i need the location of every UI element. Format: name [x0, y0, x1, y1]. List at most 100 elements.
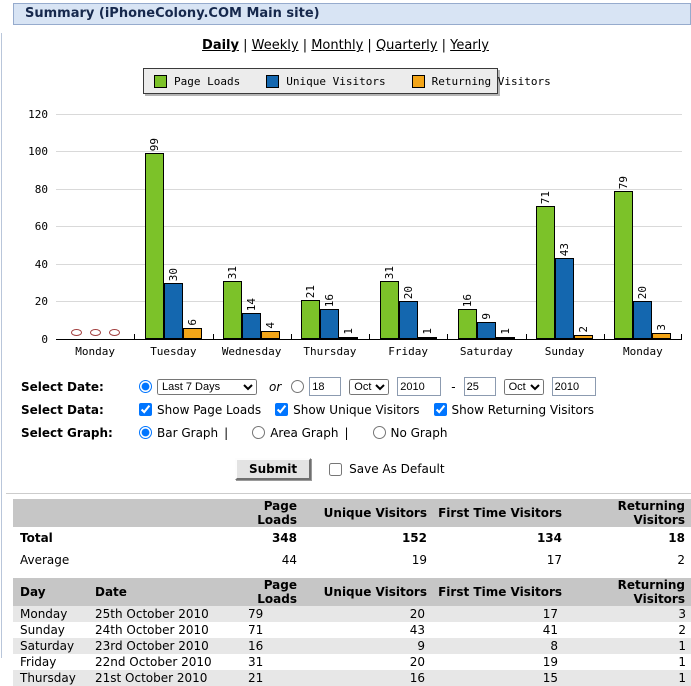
chart-x-axis: Monday Tuesday Wednesday Thursday Friday Satu… [56, 345, 682, 358]
column-header: Page Loads [248, 499, 303, 527]
save-as-default-checkbox[interactable] [329, 462, 343, 476]
area-graph-radio[interactable] [252, 426, 266, 439]
to-month-select[interactable]: Oct [503, 378, 544, 395]
cell-value: 21 [248, 670, 303, 686]
cell-date: 21st October 2010 [88, 670, 248, 686]
chart-plot: 99 30 6 31 14 4 21 16 1 31 20 1 16 9 1 71 43 2 79 20 3 [56, 114, 682, 340]
x-axis-category-label: Sunday [544, 345, 585, 358]
custom-range-radio[interactable] [291, 380, 305, 393]
data-option: Show Page Loads [139, 403, 261, 417]
cell-value: 1 [568, 670, 691, 686]
cell-value: 9 [303, 638, 433, 654]
x-axis-category-label: Tuesday [150, 345, 197, 358]
bar-unit: 43 [555, 242, 575, 339]
legend-label: Unique Visitors [286, 74, 386, 88]
table-row: Friday 22nd October 2010 31 20 19 1 [13, 654, 691, 670]
cell-value: 15 [433, 670, 568, 686]
bar-unique-visitors [476, 322, 496, 339]
bar-value-label: 9 [479, 313, 493, 320]
bar-unit [86, 329, 105, 339]
zero-value-marker [70, 329, 82, 336]
legend-item: Unique Visitors [266, 74, 386, 88]
bar-value-label: 4 [264, 322, 278, 329]
cell-date: 22nd October 2010 [95, 655, 212, 669]
bar-value-label: 6 [185, 319, 199, 326]
graph-options: Bar Graph | Area Graph | No Graph [139, 426, 461, 440]
table-row: Sunday 24th October 2010 71 43 41 2 [13, 622, 691, 638]
bar-value-label: 71 [539, 190, 553, 204]
from-day-input[interactable] [309, 377, 342, 396]
column-header: First Time Visitors [433, 499, 568, 527]
option-separator: | [344, 425, 349, 440]
preset-range-select[interactable]: Last 7 Days [157, 378, 257, 395]
row-label: Total [20, 531, 53, 545]
show-show-page-loads-checkbox[interactable] [139, 403, 152, 416]
cell-date: 24th October 2010 [95, 623, 209, 637]
bar-unit: 4 [261, 322, 281, 339]
table-row: Thursday 21st October 2010 21 16 15 1 [13, 670, 691, 686]
x-axis-category-label: Monday [623, 345, 663, 358]
show-show-returning-visitors-checkbox[interactable] [433, 403, 447, 416]
bar-value-label: 14 [245, 297, 259, 311]
submit-row: Submit Save As Default [235, 457, 691, 481]
bar-value-label: 99 [147, 137, 161, 151]
cell-value: 41 [542, 623, 558, 637]
bar-unit: 31 [223, 266, 243, 339]
nav-tab-yearly[interactable]: Yearly [450, 38, 489, 53]
checkbox-label: Show Page Loads [157, 402, 262, 417]
chart-group: 71 43 2 [525, 114, 604, 339]
bar-chart: 0 20 40 60 80 100 120 99 30 6 31 14 4 21 16 1 31 20 1 16 9 1… [0, 108, 691, 358]
radio-label: No Graph [390, 425, 448, 440]
gridline [56, 189, 682, 190]
bar-page-loads [301, 300, 321, 339]
nav-separator: | [238, 38, 252, 53]
bar-returning-visitors [495, 337, 515, 339]
radio-label: Bar Graph [157, 425, 219, 440]
legend-label: Returning Visitors [431, 74, 551, 88]
submit-button[interactable]: Submit [235, 458, 312, 480]
bar-unit: 6 [182, 319, 202, 339]
x-axis-category-label: Monday [75, 345, 115, 358]
cell-value: 79 [248, 606, 303, 622]
cell-value: 17 [433, 606, 568, 622]
save-as-default-label: Save As Default [349, 462, 445, 476]
cell-value: 44 [281, 553, 297, 567]
from-month-select[interactable]: Oct [349, 378, 390, 395]
nav-tab-daily[interactable]: Daily [202, 38, 239, 53]
nav-tab-monthly[interactable]: Monthly [311, 38, 364, 53]
detail-table-header: Day Date Page Loads Unique Visitors First Ti… [13, 578, 691, 606]
to-day-input[interactable] [463, 377, 496, 396]
chart-group [56, 114, 134, 339]
row-label: Average [20, 553, 70, 567]
bar-unit [67, 329, 86, 339]
nav-tab-weekly[interactable]: Weekly [251, 38, 299, 53]
column-header: Day [13, 578, 88, 606]
checkbox-label: Show Returning Visitors [451, 402, 595, 417]
zero-value-marker [89, 329, 101, 336]
bar-page-loads [614, 191, 634, 339]
bar-unit: 1 [417, 328, 437, 339]
bar-unique-visitors [242, 313, 262, 339]
bar-graph-radio[interactable] [139, 426, 152, 439]
column-header: Unique Visitors [303, 578, 433, 606]
summary-table-body: Total 348 152 134 18 Average 44 19 17 2 [13, 527, 691, 571]
bar-page-loads [379, 281, 399, 339]
to-year-input[interactable] [551, 377, 596, 396]
bar-unique-visitors [555, 258, 575, 339]
cell-value: 348 [271, 531, 297, 545]
chart-group: 79 20 3 [603, 114, 682, 339]
from-year-input[interactable] [397, 377, 442, 396]
column-header: Page Loads [248, 578, 303, 606]
no-graph-radio[interactable] [372, 426, 386, 439]
nav-tab-quarterly[interactable]: Quarterly [375, 38, 438, 53]
cell-day: Saturday [13, 638, 88, 654]
table-row: Saturday 23rd October 2010 16 9 8 1 [13, 638, 691, 654]
cell-value: 17 [546, 553, 562, 567]
chart-y-axis: 0 20 40 60 80 100 120 [4, 108, 56, 346]
show-show-unique-visitors-checkbox[interactable] [275, 403, 289, 416]
bar-returning-visitors [261, 331, 281, 339]
preset-range-radio[interactable] [139, 380, 152, 393]
cell-value: 71 [248, 623, 264, 637]
bar-returning-visitors [339, 337, 359, 339]
bar-value-label: 43 [558, 242, 572, 256]
